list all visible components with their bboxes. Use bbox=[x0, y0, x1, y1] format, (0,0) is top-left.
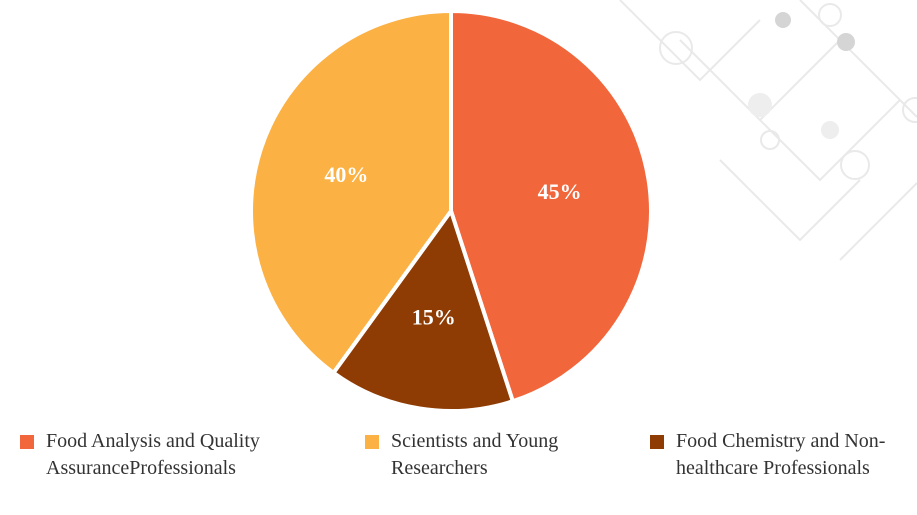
legend-item: Food Chemistry and Non-healthcare Profes… bbox=[650, 428, 900, 482]
data-label: 45% bbox=[538, 179, 582, 204]
legend-label: Food Chemistry and Non-healthcare Profes… bbox=[676, 428, 900, 482]
legend-item: Food Analysis and Quality AssuranceProfe… bbox=[20, 428, 340, 482]
background-decoration bbox=[620, 0, 917, 260]
legend-swatch bbox=[650, 435, 664, 449]
legend-item: Scientists and Young Researchers bbox=[365, 428, 635, 482]
background-dots bbox=[748, 12, 855, 139]
page: 45% 15% 40% Food Analysis and Quality Assu… bbox=[0, 0, 917, 515]
legend-label: Scientists and Young Researchers bbox=[391, 428, 635, 482]
legend-label: Food Analysis and Quality AssuranceProfe… bbox=[46, 428, 340, 482]
data-label: 40% bbox=[324, 162, 368, 187]
legend-swatch bbox=[365, 435, 379, 449]
data-label: 15% bbox=[412, 305, 456, 330]
legend-swatch bbox=[20, 435, 34, 449]
